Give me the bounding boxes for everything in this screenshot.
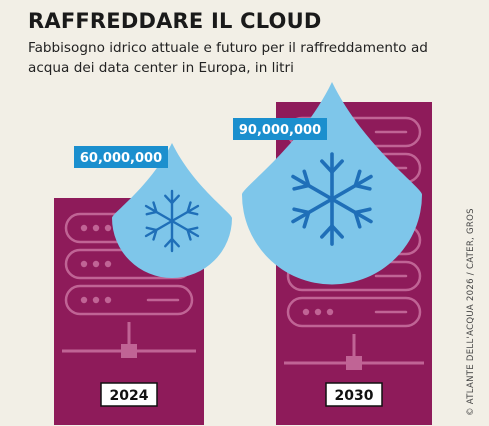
server-unit <box>286 296 422 328</box>
server-led-icon <box>92 296 100 304</box>
snowflake-branch <box>164 237 174 248</box>
value-label: 60,000,000 <box>80 151 162 166</box>
snowflake-branch <box>186 210 199 216</box>
snowflake-branch <box>145 210 158 216</box>
credit-text: © ATLANTE DELL'ACQUA 2026 / CATER, GROS <box>466 208 476 416</box>
snowflake-branch <box>353 210 362 229</box>
snowflake-arm <box>291 174 334 201</box>
snowflake-branch <box>292 183 311 191</box>
snowflake-icon <box>144 189 200 253</box>
snowflake-branch <box>170 194 180 205</box>
snowflake-branch <box>186 201 192 214</box>
value-label: 90,000,000 <box>239 123 321 138</box>
year-box <box>325 382 383 407</box>
server-led-icon <box>92 224 100 232</box>
value-label-box <box>74 146 168 168</box>
snowflake-branch <box>302 210 311 229</box>
server-led-icon <box>326 308 334 316</box>
snowflake-branch <box>152 201 158 214</box>
snowflake-branch <box>186 226 199 232</box>
value-label-box <box>233 118 327 140</box>
server-led-icon <box>104 224 112 232</box>
server-led-icon <box>92 260 100 268</box>
snowflake-branch <box>320 159 334 174</box>
year-box <box>100 382 158 407</box>
server-unit <box>64 284 194 316</box>
server-led-icon <box>314 308 322 316</box>
snowflake-branch <box>292 207 311 215</box>
snowflake-arm <box>291 197 334 224</box>
snowflake-branch <box>353 169 362 188</box>
snowflake-arm <box>330 174 373 201</box>
server-led-icon <box>104 296 112 304</box>
year-label: 2030 <box>335 388 374 404</box>
year-label: 2024 <box>110 388 149 404</box>
snowflake-branch <box>330 224 344 239</box>
snowflake-branch <box>164 194 174 205</box>
snowflake-branch <box>152 228 158 241</box>
server-led-icon <box>80 224 88 232</box>
server-led-icon <box>302 308 310 316</box>
snowflake-arm <box>170 204 200 223</box>
server-led-icon <box>104 260 112 268</box>
snowflake-branch <box>330 159 344 174</box>
server-led-icon <box>80 296 88 304</box>
chart-subtitle: Fabbisogno idrico attuale e futuro per i… <box>28 40 428 76</box>
snowflake-branch <box>170 237 180 248</box>
snowflake-branch <box>353 183 372 191</box>
snowflake-arm <box>170 219 200 238</box>
snowflake-arm <box>144 204 174 223</box>
snowflake-branch <box>145 226 158 232</box>
snowflake-arm <box>330 197 373 224</box>
snowflake-branch <box>320 224 334 239</box>
snowflake-branch <box>186 228 192 241</box>
snowflake-branch <box>353 207 372 215</box>
chart-title: RAFFREDDARE IL CLOUD <box>28 9 322 33</box>
snowflake-icon <box>291 152 373 246</box>
snowflake-branch <box>302 169 311 188</box>
server-led-icon <box>80 260 88 268</box>
snowflake-arm <box>144 219 174 238</box>
